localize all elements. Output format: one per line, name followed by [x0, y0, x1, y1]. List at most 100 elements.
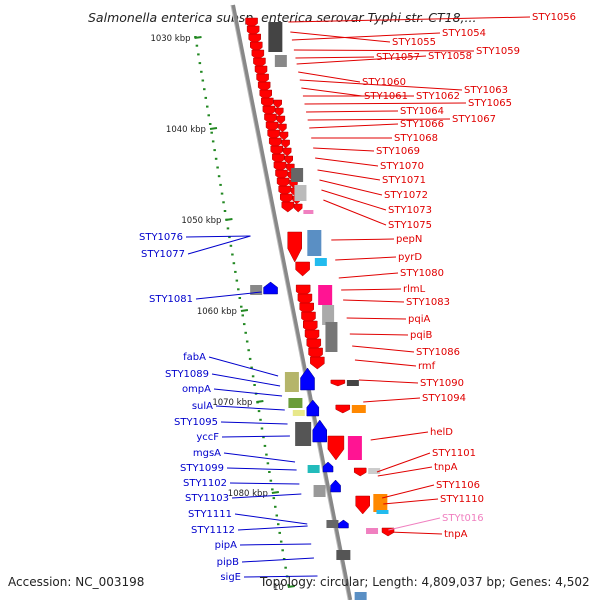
gene-arrow-forward: [295, 261, 310, 277]
scale-tick: [225, 218, 233, 221]
gene-label-sty1071: STY1071: [382, 175, 426, 186]
leader-line: [383, 498, 439, 505]
gene-label-sty1106: STY1106: [436, 480, 480, 491]
scale-dot: [248, 357, 252, 360]
gene-label-sige: sigE: [220, 572, 241, 583]
leader-line: [220, 421, 288, 425]
topology-label: Topology: circular; Length: 4,809,037 bp…: [260, 575, 590, 589]
gene-block: [250, 285, 263, 295]
gene-block: [368, 468, 381, 474]
leader-line: [319, 179, 383, 196]
scale-dot: [223, 210, 227, 212]
gene-block: [294, 185, 307, 201]
gene-features: [245, 17, 395, 600]
leader-line: [288, 16, 531, 23]
gene-block: [307, 465, 320, 473]
gene-label-pqia: pqiA: [408, 314, 430, 325]
gene-block: [354, 592, 367, 600]
gene-arrow-reverse: [338, 519, 349, 529]
gene-label-sty1080: STY1080: [400, 268, 444, 279]
scale-dot: [253, 384, 256, 386]
gene-label-held: helD: [430, 427, 453, 438]
scale-dot: [279, 540, 283, 543]
leader-line: [301, 87, 363, 97]
leader-line: [243, 575, 318, 578]
leader-line: [237, 525, 308, 531]
scale-dot: [241, 314, 244, 317]
scale-dot: [266, 462, 270, 465]
leader-line: [313, 147, 375, 152]
gene-block: [351, 405, 366, 413]
gene-label-sty1058: STY1058: [428, 51, 472, 62]
scale-dot: [281, 549, 284, 552]
gene-label-mgsa: mgsA: [193, 448, 221, 459]
gene-label-styt016: STYt016: [442, 513, 484, 524]
scale-label: 1070 kbp: [212, 398, 252, 408]
scale-dot: [263, 444, 267, 447]
gene-label-pipb: pipB: [217, 557, 239, 568]
gene-arrow-forward: [381, 527, 395, 537]
gene-label-sty1054: STY1054: [442, 28, 486, 39]
gene-label-sty1062: STY1062: [416, 91, 460, 102]
scale-dot: [204, 96, 208, 99]
gene-arrow-forward: [310, 356, 325, 370]
gene-label-sty1072: STY1072: [384, 190, 428, 201]
scale-dot: [220, 192, 224, 195]
gene-block: [284, 372, 299, 392]
gene-label-sty1056: STY1056: [532, 12, 576, 23]
gene-arrow-reverse: [300, 367, 315, 391]
leader-line: [354, 359, 417, 367]
leader-line: [388, 531, 443, 535]
gene-arrow-reverse: [263, 281, 278, 295]
leader-line: [298, 71, 361, 83]
scale-dot: [271, 488, 274, 491]
scale-dot: [200, 70, 203, 73]
gene-label-sty1099: STY1099: [180, 463, 224, 474]
gene-label-sty1110: STY1110: [440, 494, 484, 505]
gene-label-faba: fabA: [183, 352, 206, 363]
gene-arrow-forward: [284, 155, 293, 165]
gene-arrow-forward: [273, 99, 282, 109]
gene-arrow-forward: [327, 435, 345, 461]
scale-dot: [276, 523, 280, 526]
gene-block: [274, 55, 287, 67]
scale-dot: [247, 349, 250, 352]
gene-arrow-forward: [353, 467, 367, 477]
gene-label-sty1065: STY1065: [468, 98, 512, 109]
leader-line: [388, 517, 441, 531]
leader-line: [306, 110, 399, 113]
backbone-line: [231, 4, 353, 600]
gene-label-rlml: rlmL: [403, 284, 426, 295]
scale-dot: [272, 497, 276, 500]
leader-line: [223, 452, 296, 463]
gene-arrow-forward: [293, 203, 303, 213]
gene-label-pqib: pqiB: [410, 330, 432, 341]
gene-label-sty1095: STY1095: [174, 417, 218, 428]
leader-line: [234, 513, 308, 525]
leader-line: [352, 345, 415, 353]
leader-line: [331, 238, 395, 241]
gene-labels: STY1056 STY1055 STY1054 STY1059 STY1057 STY10…: [139, 12, 576, 583]
scale-tick: [209, 127, 218, 130]
gene-label-sty1069: STY1069: [376, 146, 420, 157]
leader-line: [229, 482, 300, 485]
gene-label-sty1090: STY1090: [420, 378, 464, 389]
gene-block: [292, 410, 305, 416]
leader-line: [349, 333, 409, 336]
gene-label-sty1070: STY1070: [380, 161, 424, 172]
gene-arrow-forward: [279, 131, 289, 141]
leader-line: [226, 467, 297, 471]
gene-arrow-reverse: [322, 461, 334, 473]
gene-label-sty1077: STY1077: [141, 249, 185, 260]
leader-line: [370, 431, 429, 441]
scale-dot: [222, 201, 225, 204]
leader-line: [335, 256, 397, 261]
gene-label-sty1060: STY1060: [362, 77, 406, 88]
leader-line: [315, 157, 379, 167]
gene-block: [288, 398, 303, 408]
scale-dot: [210, 131, 213, 134]
gene-label-sty1061: STY1061: [364, 91, 408, 102]
gene-label-sty1112: STY1112: [191, 525, 235, 536]
gene-block: [295, 422, 312, 446]
